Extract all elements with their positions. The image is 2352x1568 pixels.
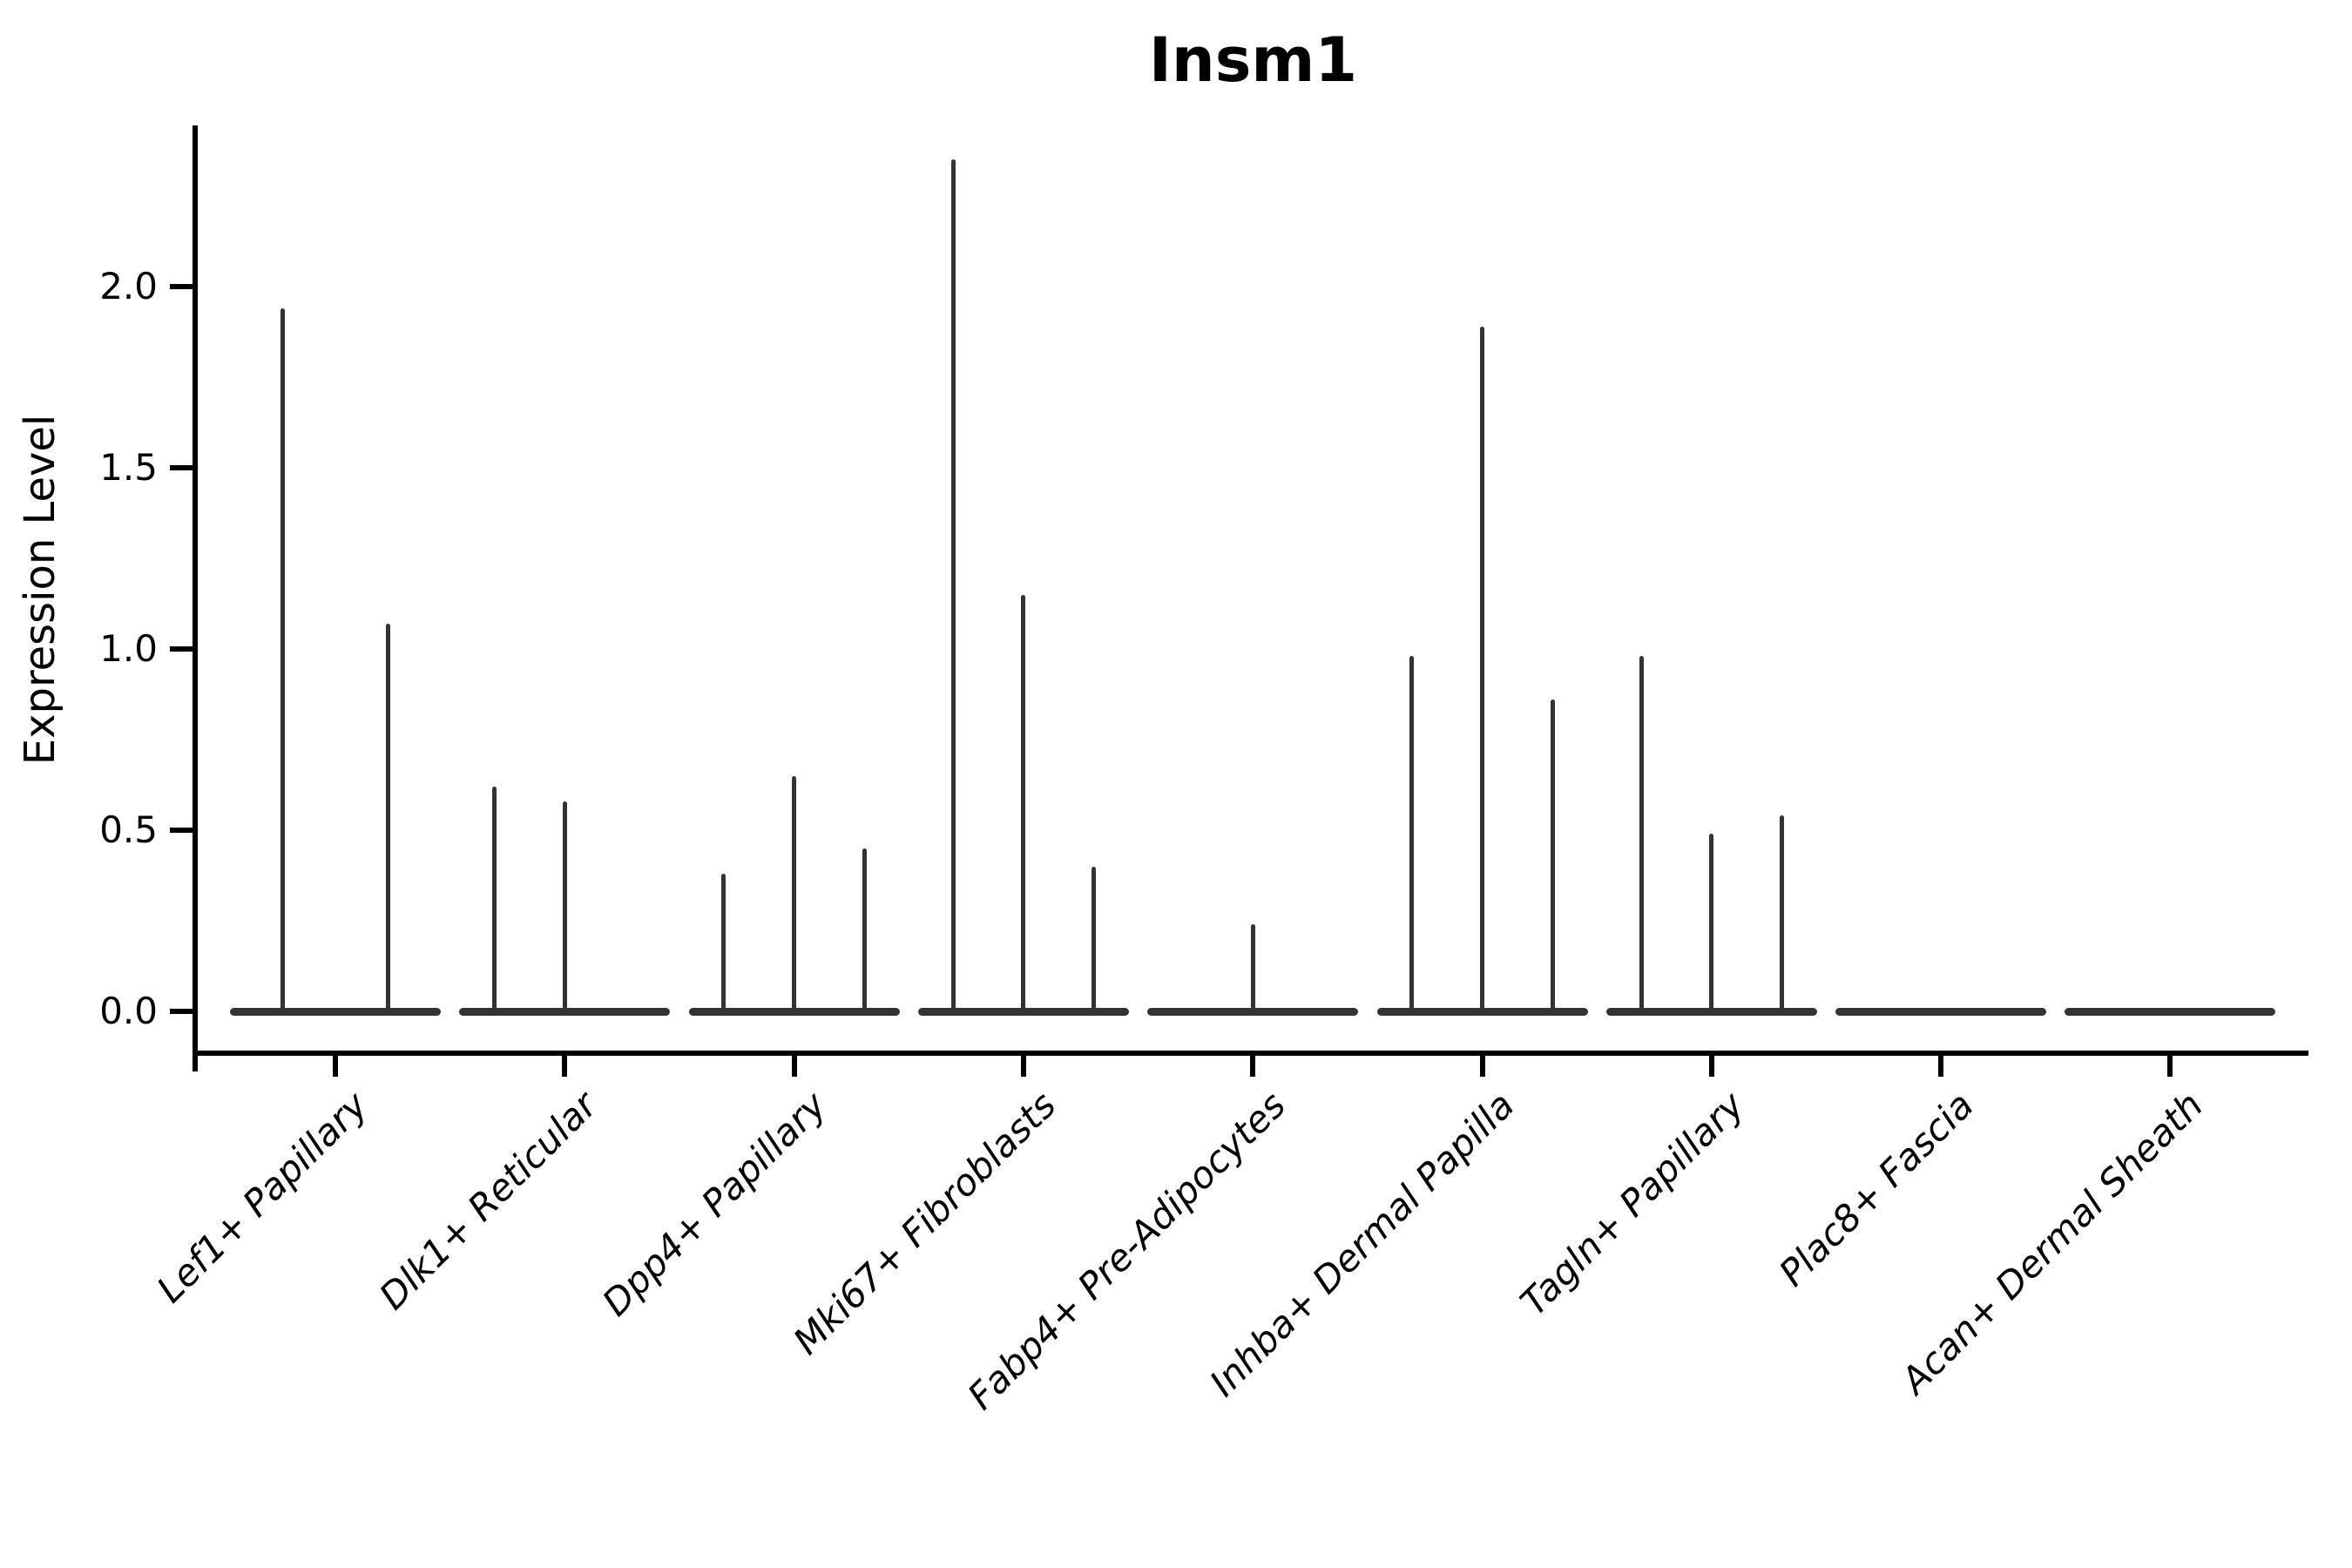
y-axis-spine (193, 125, 198, 1071)
violin-spike (1550, 700, 1555, 1014)
violin-spike (950, 159, 956, 1014)
x-tick-label: Dlk1+ Reticular (371, 1083, 605, 1318)
violin-spike (386, 623, 390, 1014)
violin-spike (280, 308, 285, 1014)
x-tick-label: Tagln+ Papillary (1511, 1083, 1753, 1324)
violin-spike (1639, 656, 1644, 1014)
violin-spike (792, 775, 797, 1014)
violin-spike (1250, 924, 1255, 1014)
violin-spike (1021, 594, 1026, 1014)
plot-title: Insm1 (1148, 24, 1358, 96)
x-tick-label: Mki67+ Fibroblasts (785, 1083, 1064, 1363)
x-tick-mark (1708, 1056, 1714, 1077)
y-tick-label: 0.5 (99, 808, 158, 851)
violin-spike (721, 873, 727, 1014)
x-tick-mark (791, 1056, 797, 1077)
violin-spike (1709, 834, 1714, 1014)
violin-spike (492, 787, 497, 1014)
y-tick-mark (170, 465, 193, 470)
violin-spike (1480, 326, 1484, 1014)
y-tick-label: 2.0 (99, 265, 158, 308)
violin-baseline (2065, 1007, 2276, 1016)
violin-spike (1092, 866, 1097, 1014)
violin-spike (1409, 656, 1415, 1014)
y-tick-mark (170, 828, 193, 833)
x-tick-mark (1250, 1056, 1256, 1077)
x-tick-mark (2167, 1056, 2173, 1077)
x-tick-label: Dpp4+ Papillary (593, 1083, 835, 1325)
x-tick-mark (562, 1056, 568, 1077)
y-tick-mark (170, 1009, 193, 1014)
x-tick-mark (1020, 1056, 1026, 1077)
violin-baseline (1835, 1007, 2047, 1016)
x-tick-label: Plac8+ Fascia (1770, 1083, 1982, 1294)
y-tick-label: 1.5 (99, 446, 158, 489)
y-tick-label: 0.0 (99, 990, 158, 1032)
violin-spike (862, 848, 867, 1014)
x-tick-mark (1938, 1056, 1944, 1077)
x-tick-mark (1479, 1056, 1485, 1077)
y-tick-label: 1.0 (99, 627, 158, 670)
x-axis-spine (193, 1051, 2308, 1056)
violin-spike (562, 801, 567, 1014)
violin-spike (1779, 815, 1784, 1014)
x-tick-mark (333, 1056, 338, 1077)
y-tick-mark (170, 646, 193, 652)
violin-baseline (230, 1007, 441, 1016)
x-tick-label: Lef1+ Papillary (148, 1083, 376, 1311)
y-tick-mark (170, 284, 193, 289)
